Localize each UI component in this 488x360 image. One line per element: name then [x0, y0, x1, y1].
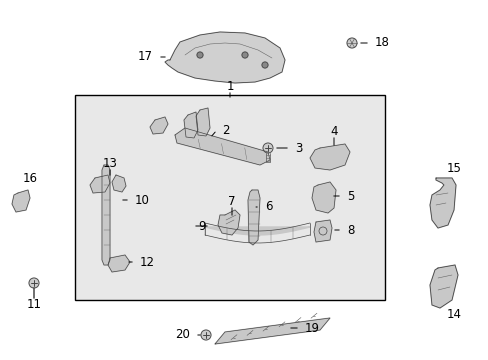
- Polygon shape: [204, 227, 309, 235]
- Circle shape: [29, 278, 39, 288]
- Text: 6: 6: [264, 201, 272, 213]
- Polygon shape: [429, 178, 455, 228]
- Text: 15: 15: [446, 162, 461, 175]
- Text: 8: 8: [346, 224, 354, 237]
- Text: 19: 19: [305, 321, 319, 334]
- Text: 12: 12: [140, 256, 155, 269]
- Text: 9: 9: [198, 220, 205, 233]
- Text: 2: 2: [222, 123, 229, 136]
- Circle shape: [201, 330, 210, 340]
- Text: 10: 10: [135, 194, 149, 207]
- Text: 18: 18: [374, 36, 389, 49]
- Text: 16: 16: [22, 172, 38, 185]
- Text: 17: 17: [138, 50, 153, 63]
- Polygon shape: [150, 117, 168, 134]
- Circle shape: [346, 38, 356, 48]
- Text: 5: 5: [346, 189, 354, 202]
- Text: 11: 11: [26, 298, 41, 311]
- Circle shape: [197, 52, 203, 58]
- Text: 13: 13: [102, 157, 117, 170]
- Polygon shape: [313, 220, 331, 242]
- Polygon shape: [429, 265, 457, 308]
- Polygon shape: [108, 255, 130, 272]
- Text: 14: 14: [446, 308, 461, 321]
- Circle shape: [242, 52, 247, 58]
- Polygon shape: [164, 32, 285, 83]
- Polygon shape: [215, 318, 329, 344]
- Circle shape: [263, 143, 272, 153]
- Polygon shape: [196, 108, 209, 136]
- Circle shape: [262, 62, 267, 68]
- Polygon shape: [247, 190, 260, 245]
- Polygon shape: [12, 190, 30, 212]
- Polygon shape: [183, 112, 198, 138]
- Polygon shape: [311, 182, 335, 213]
- Polygon shape: [309, 144, 349, 170]
- Polygon shape: [90, 175, 110, 193]
- Bar: [75, 95, 384, 300]
- Polygon shape: [112, 175, 126, 192]
- Polygon shape: [102, 165, 110, 265]
- Polygon shape: [218, 210, 240, 235]
- Text: 3: 3: [294, 141, 302, 154]
- Text: 7: 7: [228, 195, 235, 208]
- Polygon shape: [175, 128, 269, 165]
- Text: 4: 4: [329, 125, 337, 138]
- Text: 20: 20: [175, 328, 190, 342]
- Text: 1: 1: [226, 80, 233, 93]
